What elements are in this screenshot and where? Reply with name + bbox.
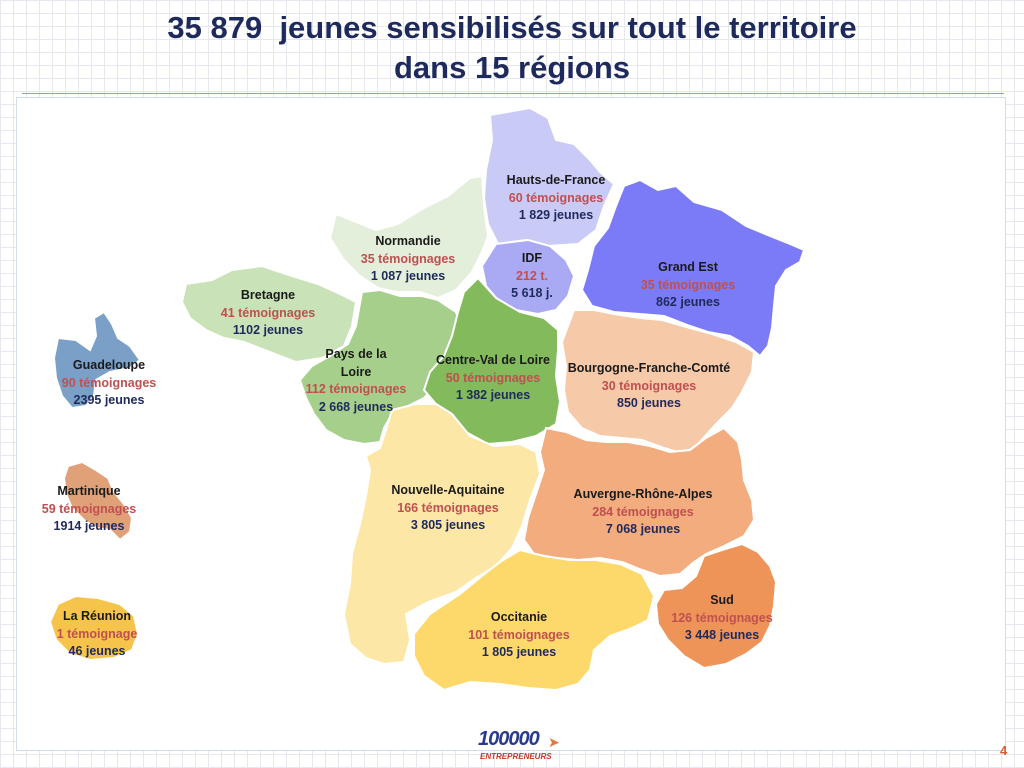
region-temoignages: 35 témoignages (360, 251, 456, 266)
region-temoignages: 50 témoignages (445, 370, 541, 385)
region-shape-auvergne-rhone-alpes[interactable] (522, 426, 756, 578)
region-jeunes: 2395 jeunes (73, 393, 145, 407)
region-label-bretagne: Bretagne 41 témoignages 1102 jeunes (221, 287, 315, 340)
region-name: Martinique (57, 484, 121, 498)
region-name: Occitanie (490, 610, 548, 624)
region-label-bourgogne-franche-comte: Bourgogne-Franche-Comté 30 témoignages 8… (568, 360, 731, 413)
region-temoignages: 112 témoignages (305, 382, 407, 396)
region-jeunes: 1102 jeunes (232, 323, 304, 337)
region-jeunes: 1 829 jeunes (518, 208, 594, 222)
region-name: Guadeloupe (72, 358, 146, 372)
region-name: Grand Est (658, 260, 718, 274)
paper-plane-icon: ➤ (548, 734, 560, 750)
region-jeunes: 2 668 jeunes (318, 399, 394, 414)
region-temoignages: 101 témoignages (468, 627, 570, 642)
region-label-martinique: Martinique 59 témoignages 1914 jeunes (42, 483, 136, 536)
region-shape-sud[interactable] (654, 542, 778, 670)
region-jeunes: 850 jeunes (617, 396, 681, 410)
region-jeunes: 1914 jeunes (53, 519, 125, 533)
region-label-auvergne-rhone-alpes: Auvergne-Rhône-Alpes 284 témoignages 7 0… (574, 486, 713, 539)
region-label-guadeloupe: Guadeloupe 90 témoignages 2395 jeunes (62, 357, 156, 410)
region-name: Bretagne (240, 288, 296, 302)
region-shape-nouvelle-aquitaine[interactable] (342, 403, 542, 666)
region-name: Centre-Val de Loire (436, 353, 550, 367)
title-divider (22, 93, 1004, 94)
region-temoignages: 126 témoignages (671, 610, 773, 625)
region-name: Pays de la Loire (325, 347, 387, 379)
region-jeunes: 1 805 jeunes (481, 645, 557, 659)
region-label-normandie: Normandie 35 témoignages 1 087 jeunes (361, 233, 455, 286)
region-temoignages: 166 témoignages (397, 500, 499, 515)
page-title: 35 879 jeunes sensibilisés sur tout le t… (0, 8, 1024, 88)
region-jeunes: 3 448 jeunes (684, 628, 760, 642)
region-temoignages: 30 témoignages (601, 378, 697, 393)
region-shape-martinique[interactable] (62, 460, 134, 542)
title-line-2: dans 15 régions (393, 50, 631, 85)
region-temoignages: 284 témoignages (592, 504, 694, 519)
region-shape-occitanie[interactable] (413, 548, 656, 692)
region-label-pays-de-la-loire: Pays de la Loire 112 témoignages 2 668 j… (306, 346, 407, 416)
region-name: Hauts-de-France (506, 173, 606, 187)
region-label-hauts-de-france: Hauts-de-France 60 témoignages 1 829 jeu… (507, 172, 606, 225)
region-shape-bourgogne-franche-comte[interactable] (560, 309, 756, 456)
region-name: Nouvelle-Aquitaine (391, 483, 505, 497)
region-temoignages: 90 témoignages (61, 375, 157, 390)
region-name: IDF (521, 251, 543, 265)
region-name: Normandie (375, 234, 441, 248)
logo-number: 100000 (478, 728, 540, 750)
region-temoignages: 35 témoignages (640, 277, 736, 292)
region-shape-grand-est[interactable] (580, 178, 806, 358)
region-name: La Réunion (62, 609, 132, 623)
region-jeunes: 1 382 jeunes (455, 388, 531, 402)
region-label-sud: Sud 126 témoignages 3 448 jeunes (671, 592, 772, 645)
region-jeunes: 862 jeunes (656, 295, 720, 309)
region-temoignages: 1 témoignage (56, 626, 138, 641)
logo-100000-entrepreneurs: 100000 ENTREPRENEURS ➤ (476, 728, 566, 764)
region-temoignages: 60 témoignages (508, 190, 604, 205)
region-label-idf: IDF 212 t. 5 618 j. (511, 250, 553, 303)
region-shape-guadeloupe[interactable] (52, 310, 142, 410)
region-label-nouvelle-aquitaine: Nouvelle-Aquitaine 166 témoignages 3 805… (391, 482, 504, 535)
page-number: 4 (1000, 743, 1008, 758)
region-temoignages: 41 témoignages (220, 305, 316, 320)
region-shape-normandie[interactable] (328, 174, 490, 300)
region-label-la-reunion: La Réunion 1 témoignage 46 jeunes (57, 608, 138, 661)
region-temoignages: 212 t. (516, 268, 548, 283)
title-line-1: 35 879 jeunes sensibilisés sur tout le t… (167, 10, 857, 45)
region-jeunes: 7 068 jeunes (605, 522, 681, 536)
region-shape-la-reunion[interactable] (48, 594, 140, 662)
region-jeunes: 3 805 jeunes (410, 518, 486, 532)
region-label-grand-est: Grand Est 35 témoignages 862 jeunes (641, 259, 735, 312)
region-name: Auvergne-Rhône-Alpes (573, 487, 713, 501)
region-name: Bourgogne-Franche-Comté (567, 361, 731, 375)
region-jeunes: 46 jeunes (68, 644, 126, 658)
region-shape-centre-val-de-loire[interactable] (422, 276, 562, 446)
region-jeunes: 5 618 j. (511, 286, 553, 300)
region-temoignages: 59 témoignages (41, 501, 137, 516)
region-name: Sud (710, 593, 734, 607)
region-label-occitanie: Occitanie 101 témoignages 1 805 jeunes (468, 609, 569, 662)
region-jeunes: 1 087 jeunes (370, 269, 446, 283)
logo-subtitle: ENTREPRENEURS (480, 752, 552, 761)
region-label-centre-val-de-loire: Centre-Val de Loire 50 témoignages 1 382… (436, 352, 550, 405)
